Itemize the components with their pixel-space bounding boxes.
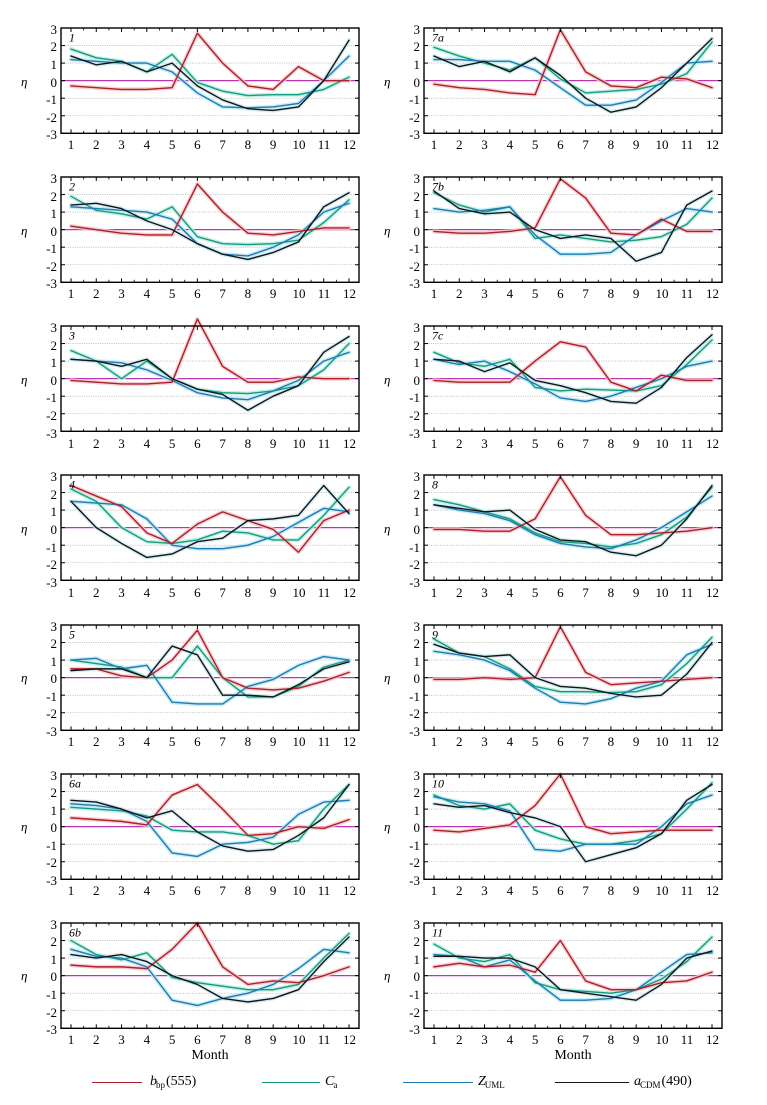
svg-text:6a: 6a xyxy=(69,776,81,790)
svg-text:8: 8 xyxy=(432,478,438,492)
svg-text:3: 3 xyxy=(68,329,75,343)
svg-text:11: 11 xyxy=(432,925,443,939)
svg-text:9: 9 xyxy=(432,627,438,641)
svg-text:7b: 7b xyxy=(432,180,444,194)
svg-text:5: 5 xyxy=(69,627,75,641)
svg-text:1: 1 xyxy=(69,30,75,44)
svg-text:4: 4 xyxy=(69,478,75,492)
svg-text:6b: 6b xyxy=(69,925,81,939)
svg-text:2: 2 xyxy=(69,180,75,194)
svg-text:7a: 7a xyxy=(432,30,444,44)
svg-text:10: 10 xyxy=(432,776,444,790)
svg-text:7c: 7c xyxy=(432,329,444,343)
